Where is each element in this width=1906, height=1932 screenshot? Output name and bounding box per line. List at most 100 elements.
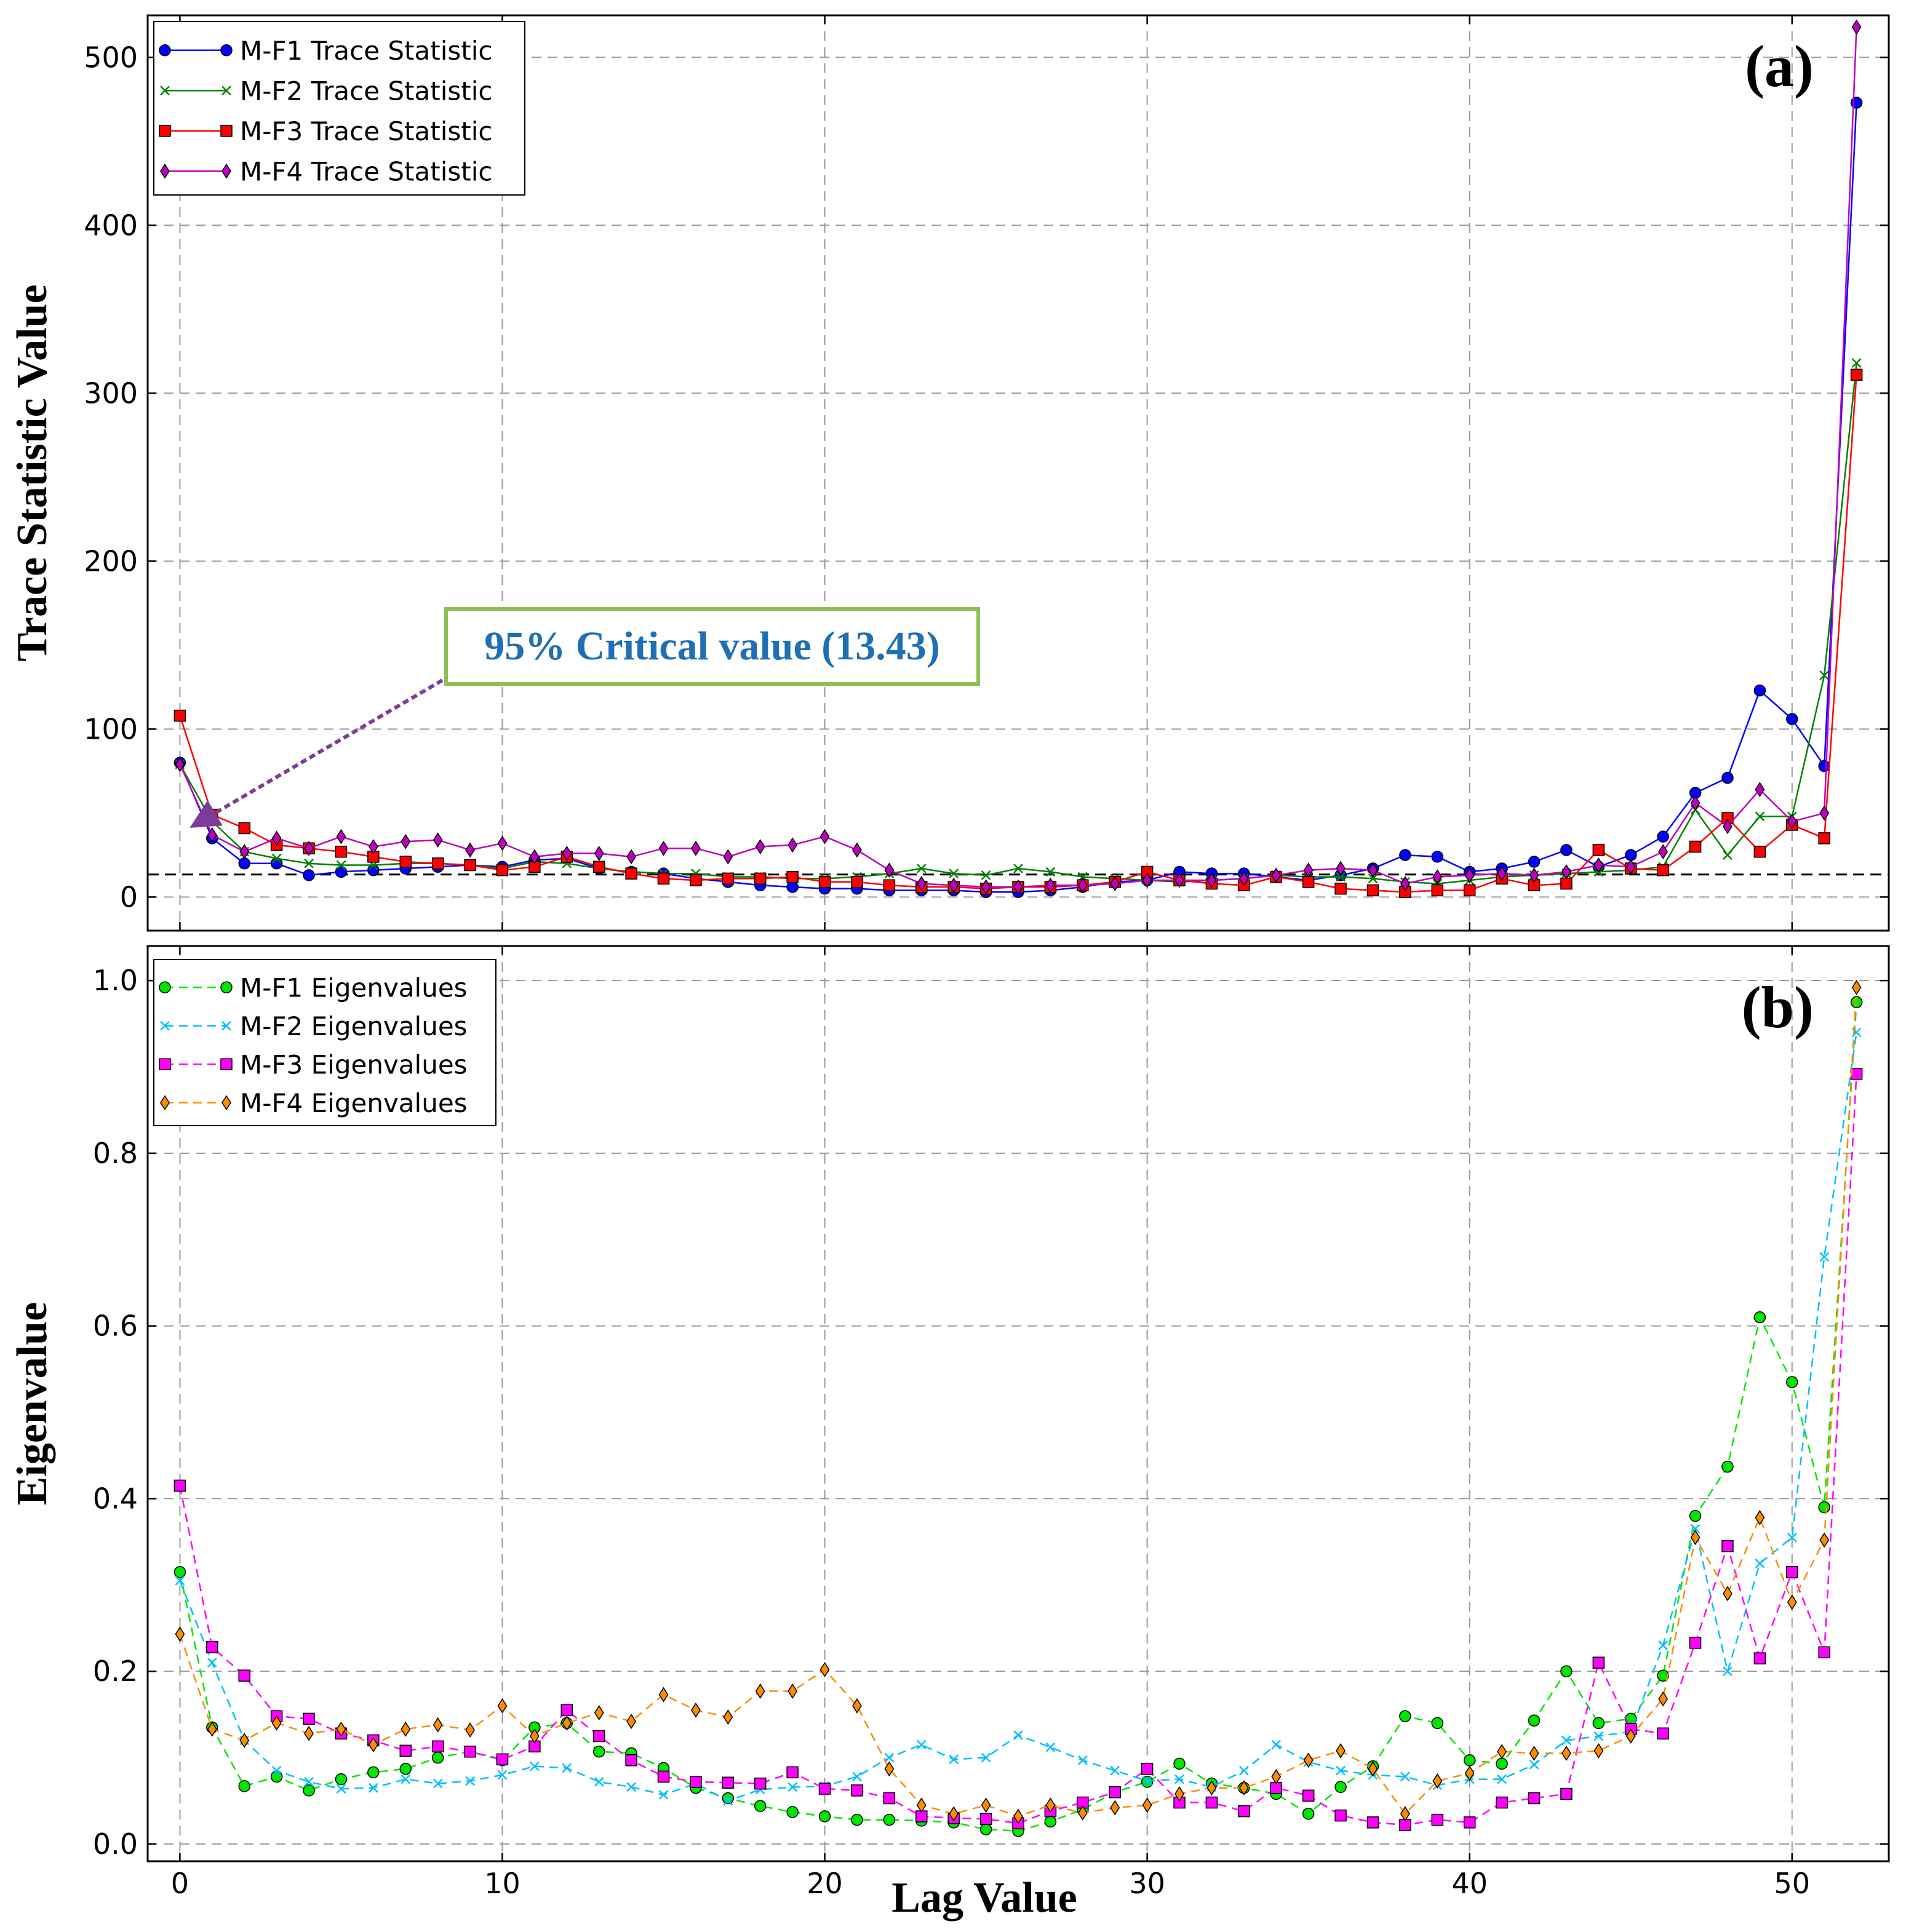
panel-a-data-point — [335, 865, 348, 878]
panel-a-data-point — [1529, 867, 1539, 883]
panel-a-data-point — [1271, 867, 1282, 883]
panel-b-data-point — [271, 1765, 282, 1776]
panel-b-data-point — [1142, 1797, 1152, 1813]
panel-b-data-point — [1077, 1805, 1088, 1821]
panel-a-data-point — [1851, 19, 1862, 35]
panel-a-data-point — [271, 853, 282, 864]
panel-b-data-point — [755, 1684, 765, 1699]
panel-b-data-point — [1431, 1717, 1444, 1730]
panel-b-data-point — [1110, 1800, 1120, 1816]
panel-b-data-point — [979, 1823, 992, 1835]
panel-a-data-point — [1819, 805, 1830, 821]
panel-b-data-point — [818, 1810, 831, 1823]
panel-b-data-point — [916, 1739, 927, 1750]
panel-b-data-point — [884, 1761, 895, 1777]
panel-a-data-point — [1497, 865, 1507, 881]
panel-b-tag: (b) — [1742, 974, 1814, 1040]
panel-a-data-point — [401, 833, 411, 849]
panel-b-legend-marker — [160, 1095, 170, 1111]
panel-a-data-point — [883, 879, 896, 892]
panel-b-data-point — [1560, 1787, 1573, 1800]
panel-b-data-point — [788, 1782, 798, 1792]
panel-a-data-point — [1334, 882, 1347, 895]
panel-b-data-point — [883, 1813, 896, 1826]
panel-b-legend-label: M-F2 Eigenvalues — [240, 1011, 468, 1041]
panel-b-data-point — [1173, 1757, 1186, 1770]
panel-b-data-point — [530, 1761, 540, 1771]
panel-a-data-point — [1206, 872, 1217, 888]
panel-a-data-point — [1431, 851, 1444, 863]
panel-a-data-point — [786, 870, 799, 883]
panel-b-data-point — [1689, 1637, 1702, 1649]
panel-a-y-tick-label: 300 — [84, 376, 138, 410]
panel-a-data-point — [529, 849, 540, 865]
panel-b-data-point — [1044, 1815, 1057, 1828]
panel-a-data-point — [722, 872, 735, 885]
panel-b-data-point — [304, 1776, 314, 1787]
panel-b-data-point — [1431, 1813, 1444, 1826]
panel-a-data-point — [1850, 368, 1863, 381]
panel-b-legend-label: M-F1 Eigenvalues — [240, 972, 468, 1003]
panel-b-data-point — [1689, 1509, 1702, 1522]
panel-b-legend-label: M-F3 Eigenvalues — [240, 1049, 468, 1079]
panel-b-y-tick-label: 0.6 — [93, 1310, 138, 1343]
panel-b-data-point — [303, 1784, 315, 1797]
panel-b-data-point — [238, 1780, 250, 1792]
panel-a-data-point — [1432, 869, 1443, 885]
panel-b-data-point — [401, 1721, 411, 1737]
panel-b-data-point — [1819, 1252, 1830, 1262]
panel-b-data-point — [1529, 1759, 1539, 1770]
panel-a-data-point — [1657, 864, 1669, 877]
panel-a-series-markers-4 — [175, 19, 1862, 895]
panel-b-series-line-3 — [179, 1073, 1857, 1826]
panel-a-data-point — [949, 877, 959, 893]
panel-a-data-point — [819, 829, 830, 845]
panel-b-data-point — [1496, 1796, 1508, 1809]
panel-a-data-point — [433, 832, 443, 848]
panel-a-data-point — [851, 876, 863, 888]
panel-b-data-point — [883, 1792, 896, 1805]
panel-b-data-point — [465, 1776, 475, 1786]
x-axis-title: Lag Value — [891, 1874, 1077, 1922]
panel-b-data-point — [722, 1776, 735, 1789]
panel-a-data-point — [949, 869, 959, 879]
panel-b-data-point — [1336, 1743, 1346, 1759]
panel-b-data-point — [1850, 1068, 1863, 1080]
panel-a-data-point — [1142, 872, 1152, 888]
panel-b-data-point — [367, 1766, 380, 1779]
critical-value-label: 95% Critical value (13.43) — [484, 624, 940, 669]
panel-b-data-point — [1753, 1311, 1766, 1324]
panel-b-data-point — [431, 1751, 444, 1764]
panel-a-data-point — [1560, 877, 1573, 890]
panel-a-data-point — [335, 845, 348, 858]
panel-b-data-point — [270, 1770, 283, 1783]
panel-a-data-point — [238, 857, 250, 870]
panel-b-data-point — [1045, 1797, 1056, 1813]
panel-b-data-point — [722, 1792, 735, 1805]
panel-a-legend-marker — [159, 44, 171, 57]
panel-b-data-point — [1238, 1780, 1249, 1796]
panel-a-data-point — [1755, 811, 1765, 822]
panel-b-data-point — [1755, 1558, 1765, 1568]
panel-a-data-point — [1753, 684, 1766, 697]
panel-a-data-point — [594, 846, 604, 861]
panel-b-data-point — [1334, 1809, 1347, 1822]
panel-a-data-point — [1303, 862, 1314, 878]
panel-b-data-point — [1400, 1806, 1410, 1822]
panel-a-data-point — [431, 857, 444, 870]
panel-a-data-point — [658, 840, 669, 856]
panel-b-data-point — [1561, 1735, 1571, 1746]
panel-b-data-point — [464, 1745, 476, 1758]
panel-a-y-tick-label: 100 — [84, 712, 138, 745]
panel-b-data-point — [560, 1704, 573, 1717]
panel-a-data-point — [1077, 877, 1088, 893]
panel-a-data-point — [1528, 856, 1541, 868]
panel-b-data-point — [594, 1705, 604, 1720]
panel-b-data-point — [175, 1575, 185, 1586]
panel-b-data-point — [1142, 1776, 1152, 1786]
panel-a-data-point — [271, 830, 282, 846]
panel-b-data-point — [786, 1806, 799, 1818]
panel-a-data-point — [1625, 859, 1636, 875]
panel-b-data-point — [529, 1728, 540, 1744]
